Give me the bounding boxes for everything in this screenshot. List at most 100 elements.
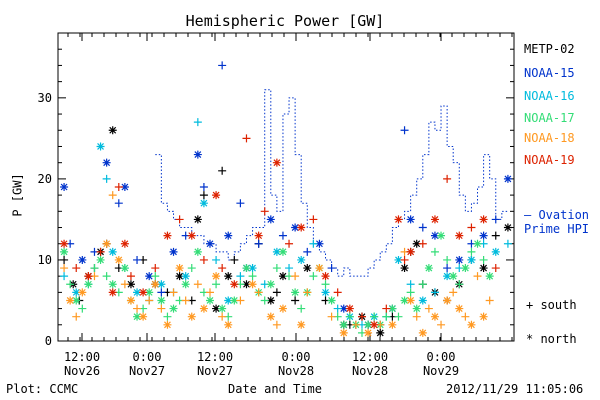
south-marker — [133, 255, 142, 264]
south-marker — [491, 215, 500, 224]
north-marker — [96, 255, 105, 264]
south-marker — [90, 264, 99, 273]
south-marker — [163, 312, 172, 321]
north-marker — [230, 280, 239, 289]
south-marker — [309, 215, 318, 224]
south-marker — [181, 296, 190, 305]
north-marker — [370, 320, 379, 329]
north-marker — [108, 126, 117, 135]
north-marker — [120, 264, 129, 273]
north-marker — [218, 304, 227, 313]
north-marker — [461, 264, 470, 273]
south-marker — [333, 288, 342, 297]
north-marker — [479, 231, 488, 240]
south-marker — [218, 61, 227, 70]
legend-noaa16: NOAA-16 — [524, 89, 575, 103]
south-marker — [151, 272, 160, 281]
south-marker — [206, 288, 214, 297]
x-tick-date: Nov28 — [352, 364, 388, 378]
north-marker — [120, 183, 129, 191]
south-marker — [309, 272, 318, 281]
north-marker — [224, 272, 233, 281]
x-tick-date: Nov27 — [197, 364, 233, 378]
south-marker — [218, 166, 227, 175]
north-marker — [181, 272, 190, 281]
north-marker — [163, 320, 172, 329]
north-marker — [455, 304, 464, 313]
north-marker — [479, 264, 488, 273]
north-marker — [394, 255, 403, 264]
south-marker — [236, 272, 245, 281]
north-marker — [266, 215, 275, 224]
north-marker — [473, 239, 482, 248]
plot-frame — [57, 32, 515, 342]
north-marker — [84, 272, 93, 281]
north-marker — [72, 288, 81, 297]
north-marker — [388, 304, 397, 313]
south-marker — [351, 320, 360, 329]
south-marker — [114, 183, 123, 191]
north-marker — [139, 288, 148, 297]
south-marker — [254, 239, 263, 248]
south-marker — [461, 312, 470, 321]
north-marker — [376, 328, 385, 337]
plot-credit: Plot: CCMC — [6, 382, 79, 396]
south-marker — [382, 312, 391, 321]
north-marker — [78, 288, 87, 297]
north-marker — [199, 304, 208, 313]
x-tick-time: 0:00 — [282, 350, 311, 364]
south-marker — [394, 312, 403, 321]
north-marker — [430, 231, 439, 240]
south-marker — [193, 280, 202, 289]
legend-noaa17: NOAA-17 — [524, 111, 575, 125]
north-marker — [108, 280, 117, 289]
south-marker — [108, 191, 117, 200]
south-marker — [133, 304, 142, 313]
north-marker — [126, 296, 135, 305]
north-marker — [437, 231, 446, 240]
south-marker — [278, 231, 287, 240]
north-marker — [266, 280, 275, 289]
north-marker — [364, 320, 373, 329]
south-marker — [60, 255, 69, 264]
north-marker — [443, 272, 452, 281]
north-marker — [151, 280, 160, 289]
north-marker — [120, 239, 129, 248]
south-marker — [449, 288, 458, 297]
north-marker — [157, 280, 166, 289]
north-marker — [248, 264, 257, 273]
south-marker — [272, 264, 281, 273]
x-tick-date: Nov27 — [129, 364, 165, 378]
south-marker — [236, 199, 245, 208]
north-marker — [224, 320, 233, 329]
north-marker — [315, 264, 324, 273]
north-marker — [291, 288, 300, 297]
y-tick-label: 20 — [38, 172, 52, 186]
south-marker — [400, 255, 409, 264]
north-marker — [412, 239, 421, 248]
north-marker — [406, 215, 415, 224]
north-marker — [163, 231, 172, 240]
north-marker — [303, 264, 312, 273]
south-marker — [333, 304, 342, 313]
south-marker — [260, 296, 269, 305]
south-marker — [212, 280, 221, 289]
x-tick-date: Nov28 — [278, 364, 314, 378]
south-marker — [72, 264, 81, 273]
north-marker — [418, 296, 427, 305]
south-marker — [285, 264, 294, 273]
south-marker — [400, 126, 409, 135]
ovation-legend: — Ovation Prime HPI — [524, 208, 600, 236]
north-marker — [133, 312, 142, 321]
north-marker — [467, 255, 476, 264]
north-marker — [175, 272, 184, 281]
north-marker — [400, 264, 409, 273]
south-marker — [303, 247, 312, 256]
north-marker — [212, 272, 221, 281]
south-marker — [467, 247, 476, 256]
north-marker — [102, 158, 111, 167]
north-marker — [102, 239, 111, 248]
south-marker — [303, 288, 312, 297]
north-marker — [503, 223, 512, 232]
